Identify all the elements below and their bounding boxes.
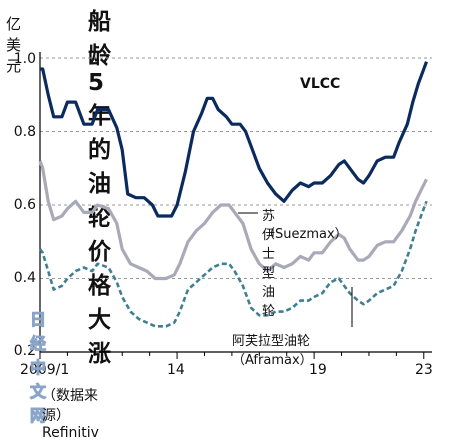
series-label-vlcc: VLCC bbox=[300, 76, 341, 92]
series-line bbox=[40, 61, 429, 218]
y-tick-label: 0.6 bbox=[13, 197, 36, 213]
x-tick-label: 2009/1 bbox=[20, 362, 70, 378]
series-label-suezmax-en: （Suezmax） bbox=[262, 227, 348, 242]
watermark: 日经中文网 bbox=[29, 310, 48, 426]
x-tick-label: 14 bbox=[167, 362, 185, 378]
source-note: （数据来源）Refinitiv bbox=[42, 388, 99, 441]
x-tick-label: 23 bbox=[415, 362, 433, 378]
series-label-aframax: 阿芙拉型油轮（Aframax） bbox=[232, 334, 313, 368]
chart-plot bbox=[38, 52, 432, 359]
y-tick-label: 1.0 bbox=[13, 51, 36, 67]
y-tick-label: 0.8 bbox=[13, 124, 36, 140]
y-tick-label: 0.2 bbox=[13, 343, 36, 359]
y-tick-label: 0.4 bbox=[13, 270, 36, 286]
series-line bbox=[38, 160, 428, 281]
series-label-suezmax: 苏伊士型油轮 bbox=[262, 209, 276, 319]
y-unit-label: 亿美元 bbox=[6, 15, 22, 75]
x-tick-label: 19 bbox=[309, 362, 327, 378]
series-line bbox=[38, 200, 428, 328]
